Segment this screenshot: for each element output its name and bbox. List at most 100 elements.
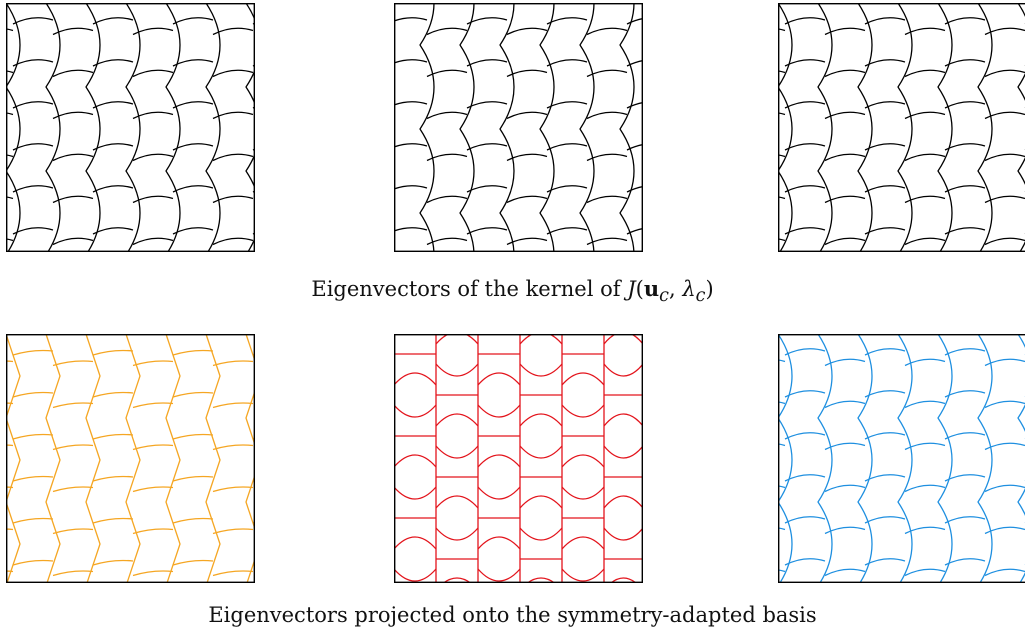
lattice-edge xyxy=(52,570,94,577)
lattice-edge xyxy=(824,442,866,451)
lattice-edge xyxy=(506,195,548,204)
panel-frame xyxy=(778,334,1025,583)
lattice-edge xyxy=(394,372,437,386)
lattice-edge xyxy=(52,528,94,535)
lattice-edge xyxy=(944,59,986,67)
lattice-edge xyxy=(784,432,826,440)
lattice-edge xyxy=(12,185,54,193)
lattice-edge xyxy=(977,334,993,583)
lattice-edge xyxy=(12,391,54,398)
lattice-edge xyxy=(132,237,174,246)
lattice-edge xyxy=(92,101,134,109)
lattice-edge xyxy=(778,196,786,200)
lattice-edge xyxy=(864,185,906,193)
lattice-edge xyxy=(172,185,214,193)
lattice-edge xyxy=(92,433,134,440)
lattice-pattern-chevron-mixed xyxy=(778,3,1025,252)
lattice-edge xyxy=(477,536,521,550)
lattice-edge xyxy=(561,404,605,418)
lattice-edge xyxy=(586,27,628,36)
lattice-edge xyxy=(778,485,786,489)
lattice-edge xyxy=(435,334,479,345)
lattice-edge xyxy=(52,444,94,451)
lattice-edge xyxy=(6,238,14,242)
lattice-edge xyxy=(561,454,605,468)
lattice-edge xyxy=(172,475,214,482)
lattice-edge xyxy=(778,527,786,531)
lattice-edge xyxy=(394,486,437,500)
lattice-edge xyxy=(52,360,94,367)
panel-frame xyxy=(778,3,1025,252)
kernel-eigenvector-panel-2 xyxy=(394,3,643,252)
lattice-edge xyxy=(426,195,468,204)
lattice-edge xyxy=(132,360,174,367)
lattice-edge xyxy=(944,432,986,440)
lattice-edge xyxy=(92,349,134,356)
lattice-edge xyxy=(824,153,866,162)
lattice-edge xyxy=(984,526,1025,535)
lattice-edge xyxy=(435,413,479,427)
lattice-edge xyxy=(778,334,793,583)
lattice-edge xyxy=(212,237,254,246)
lattice-edge xyxy=(519,363,563,377)
lattice-edge xyxy=(466,185,508,193)
lattice-edge xyxy=(944,227,986,235)
lattice-edge xyxy=(45,334,61,583)
lattice-edge xyxy=(506,69,548,78)
lattice-edge xyxy=(6,444,14,447)
lattice-edge xyxy=(45,3,61,252)
lattice-edge xyxy=(172,101,214,109)
lattice-edge xyxy=(92,227,134,235)
lattice-edge xyxy=(172,17,214,25)
lattice-edge xyxy=(944,348,986,356)
lattice-edge xyxy=(426,153,468,162)
lattice-edge xyxy=(519,334,563,345)
lattice-edge xyxy=(977,3,993,252)
lattice-edge xyxy=(6,334,21,583)
lattice-edge xyxy=(944,474,986,482)
caption-kernel-eigenvectors: Eigenvectors of the kernel of J(uc, λc) xyxy=(0,276,1025,306)
lattice-edge xyxy=(904,111,946,120)
lattice-edge xyxy=(864,390,906,398)
lattice-edge xyxy=(586,153,628,162)
lattice-edge xyxy=(824,568,866,577)
lattice-edge xyxy=(561,536,605,550)
lattice-edge xyxy=(92,59,134,67)
lattice-edge xyxy=(626,185,643,193)
lattice-edge xyxy=(539,3,555,252)
lattice-edge xyxy=(904,484,946,493)
lattice-edge xyxy=(394,59,428,64)
lattice-edge xyxy=(904,400,946,409)
lattice-edge xyxy=(546,227,588,235)
lattice-edge xyxy=(125,334,141,583)
lattice-edge xyxy=(12,143,54,151)
lattice-edge xyxy=(172,59,214,67)
lattice-edge xyxy=(92,559,134,566)
lattice-pattern-chevron xyxy=(6,334,255,583)
lattice-edge xyxy=(626,227,643,235)
lattice-edge xyxy=(394,454,437,468)
lattice-edge xyxy=(586,237,628,246)
lattice-edge xyxy=(586,111,628,120)
lattice-edge xyxy=(6,3,21,252)
lattice-edge xyxy=(499,3,515,252)
lattice-edge xyxy=(506,237,548,246)
lattice-edge xyxy=(864,558,906,566)
lattice-edge xyxy=(546,17,588,25)
lattice-edge xyxy=(984,442,1025,451)
lattice-edge xyxy=(944,390,986,398)
lattice-edge xyxy=(466,101,508,109)
lattice-edge xyxy=(937,3,953,252)
lattice-edge xyxy=(944,17,986,25)
lattice-edge xyxy=(12,517,54,524)
lattice-edge xyxy=(435,363,479,377)
lattice-edge xyxy=(603,334,643,345)
lattice-edge xyxy=(205,334,221,583)
lattice-edge xyxy=(92,143,134,151)
lattice-edge xyxy=(824,69,866,78)
panel-frame xyxy=(394,3,643,252)
lattice-edge xyxy=(172,349,214,356)
lattice-edge xyxy=(212,111,254,120)
lattice-edge xyxy=(857,3,873,252)
lattice-edge xyxy=(626,59,643,67)
